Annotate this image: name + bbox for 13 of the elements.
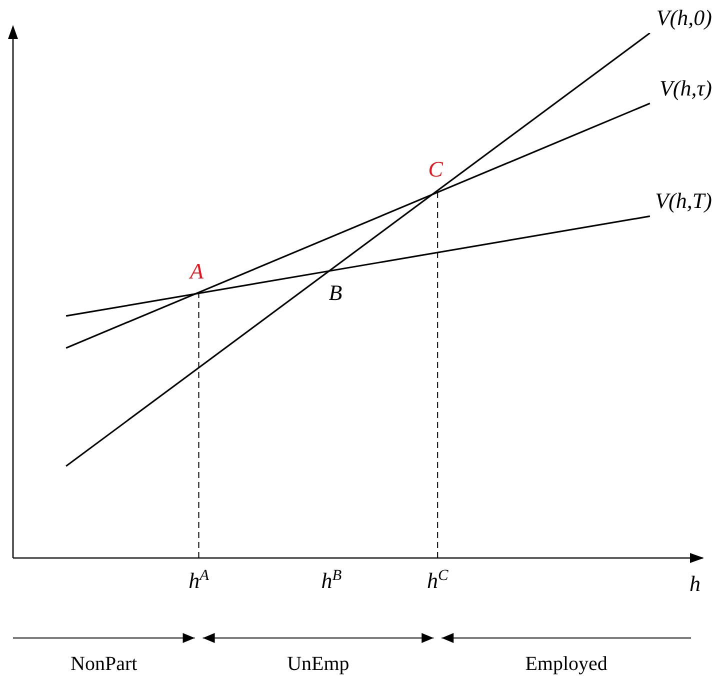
text: Employed [525,653,608,675]
text: UnEmp [287,653,350,675]
annotation: B [328,280,342,305]
x-axis-title: h [690,571,700,596]
series-label: V(h,τ) [659,75,712,100]
ref-line-label: A [188,258,204,284]
series-label: V(h,T) [655,188,712,214]
x-tick-label: h$^{B}$ [321,566,342,593]
series-label: V(h,0) [656,5,712,30]
ref-line-label: C [428,156,444,182]
x-tick-label: h$^{C}$ [426,566,449,593]
x-tick-label: h$^{A}$ [188,566,210,593]
text: NonPart [70,653,138,675]
